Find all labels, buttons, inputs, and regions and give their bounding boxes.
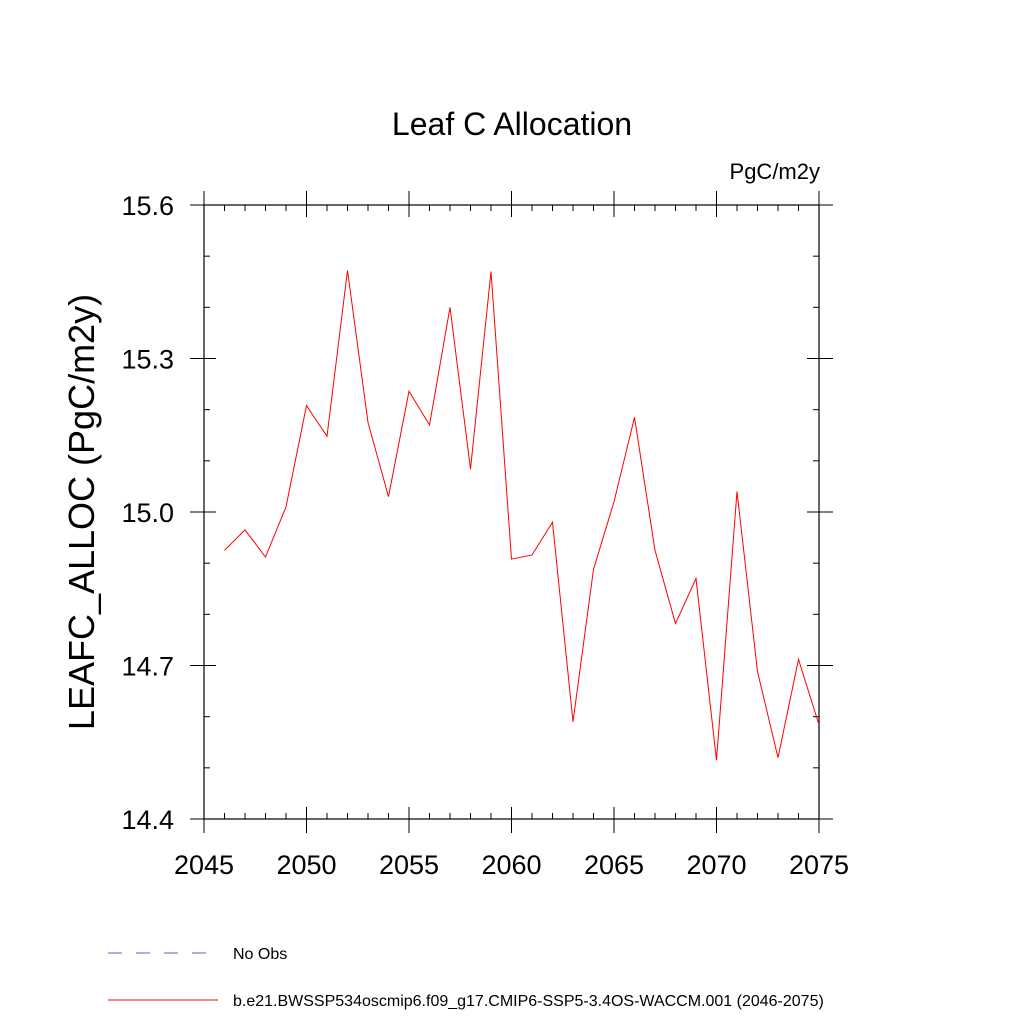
legend-label-model-run: b.e21.BWSSP534oscmip6.f09_g17.CMIP6-SSP5… [233, 993, 824, 1010]
x-tick-label: 2060 [481, 850, 541, 880]
y-tick-label: 15.0 [121, 498, 174, 528]
y-tick-label: 15.6 [121, 191, 174, 221]
y-tick-label: 15.3 [121, 345, 174, 375]
x-tick-label: 2055 [379, 850, 439, 880]
series-line [224, 270, 820, 761]
chart-title: Leaf C Allocation [392, 106, 632, 142]
x-tick-label: 2065 [584, 850, 644, 880]
x-tick-label: 2045 [174, 850, 234, 880]
y-tick-label: 14.4 [121, 805, 174, 835]
y-axis: 14.4 14.7 15.0 15.3 15.6 [121, 191, 833, 835]
x-tick-label: 2075 [789, 850, 849, 880]
units-label: PgC/m2y [730, 159, 820, 184]
y-axis-label: LEAFC_ALLOC (PgC/m2y) [61, 294, 102, 730]
plot-frame [203, 204, 820, 820]
x-tick-label: 2050 [276, 850, 336, 880]
legend-label-no-obs: No Obs [233, 946, 287, 963]
series-layer [224, 270, 820, 761]
y-tick-label: 14.7 [121, 652, 174, 682]
x-tick-label: 2070 [686, 850, 746, 880]
legend: No Obs b.e21.BWSSP534oscmip6.f09_g17.CMI… [108, 946, 824, 1010]
x-axis: 2045 2050 2055 2060 2065 2070 2075 [174, 191, 849, 880]
